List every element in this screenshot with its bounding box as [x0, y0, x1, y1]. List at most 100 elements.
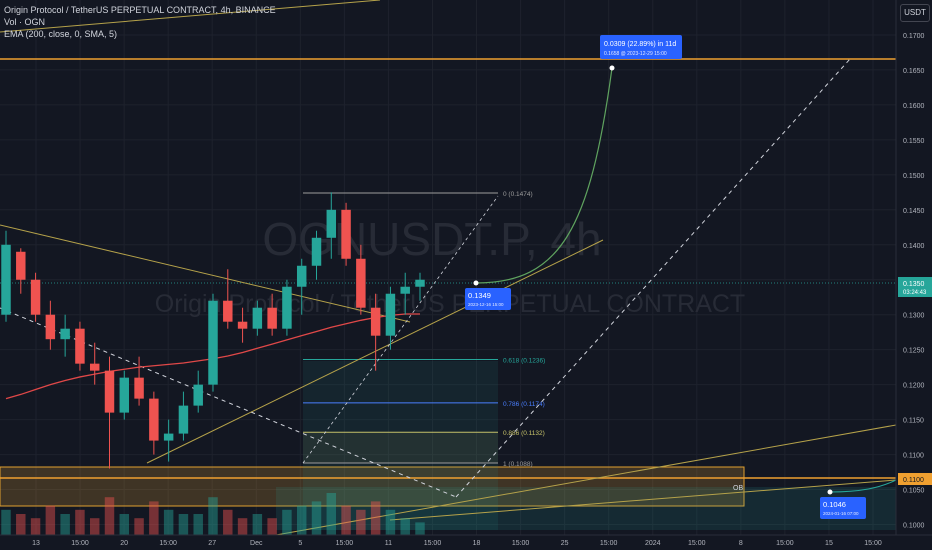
- candle-body: [282, 286, 292, 329]
- price-tick-label: 0.1200: [903, 383, 925, 390]
- candle-body: [296, 265, 307, 287]
- volume-bar: [415, 522, 425, 535]
- callout-target[interactable]: 0.0309 (22.89%) in 11d 0.1658 @ 2023-12-…: [600, 35, 682, 59]
- candle-body: [134, 377, 144, 399]
- candle-body: [252, 307, 263, 329]
- price-tick-label: 0.1650: [903, 68, 925, 75]
- projection-start-point[interactable]: [473, 280, 479, 286]
- time-tick-label: 13: [32, 540, 40, 547]
- fib-level-label: 0.786 (0.1174): [503, 401, 545, 408]
- price-tick-label: 0.1150: [903, 418, 924, 425]
- volume-bar: [400, 518, 410, 535]
- time-tick-label: 15:00: [71, 540, 89, 547]
- volume-bar: [134, 518, 144, 535]
- time-tick-label: 15:00: [864, 540, 882, 547]
- time-tick-label: 15: [825, 540, 833, 547]
- projection-target-point[interactable]: [609, 65, 615, 71]
- candle-body: [326, 209, 337, 238]
- volume-bar: [149, 501, 159, 535]
- lower-curve-line: [389, 479, 897, 521]
- volume-bar: [89, 518, 100, 535]
- price-tick-label: 0.1250: [903, 348, 925, 355]
- volume-bar: [356, 509, 366, 535]
- candle-body: [178, 405, 189, 434]
- volume-bar: [296, 505, 307, 535]
- fib-level-label: 1 (0.1088): [503, 461, 533, 468]
- time-axis[interactable]: 13 15:00 20 15:00 27 Dec 5 15:00 11 15:00 18 15:00 2…: [32, 540, 882, 547]
- volume-bar: [45, 505, 56, 535]
- candles: [1, 192, 425, 469]
- time-tick-label: 15:00: [159, 540, 177, 547]
- volume-bars: [1, 493, 425, 535]
- volume-bar: [385, 509, 396, 535]
- last-price-countdown: 03:24:43: [903, 290, 927, 296]
- price-tick-label: 0.1500: [903, 173, 925, 180]
- time-tick-label: 15:00: [600, 540, 618, 547]
- watermark-name: Origin Protocol / TetherUS PERPETUAL CON…: [155, 290, 745, 318]
- target-zone: [276, 487, 896, 530]
- price-tick-label: 0.1700: [903, 33, 925, 40]
- volume-bar: [119, 514, 130, 535]
- time-tick-label: 15:00: [688, 540, 706, 547]
- candle-body: [385, 293, 396, 336]
- volume-legend: Vol · OGN: [4, 17, 46, 27]
- time-tick-label: 8: [739, 540, 743, 547]
- fib-level-label: 0.886 (0.1132): [503, 430, 545, 437]
- long-term-trendline: [275, 424, 897, 536]
- fib-zone-lower: [303, 433, 498, 463]
- level-price-value: 0.1100: [903, 477, 924, 484]
- candle-body: [267, 307, 277, 329]
- volume-bar: [370, 501, 381, 535]
- currency-button[interactable]: USDT: [900, 4, 930, 22]
- order-block-label: OB: [733, 485, 743, 492]
- time-tick-label: Dec: [250, 540, 263, 547]
- candle-body: [163, 433, 174, 441]
- candle-body: [223, 300, 233, 322]
- lower-target-point[interactable]: [827, 489, 833, 495]
- candle-body: [311, 237, 322, 266]
- volume-bar: [267, 518, 277, 535]
- candle-body: [370, 307, 381, 336]
- candle-body: [119, 377, 130, 413]
- volume-bar: [30, 518, 41, 535]
- volume-bar: [193, 514, 203, 535]
- callout-lower-price: 0.1046: [823, 500, 846, 509]
- candle-body: [16, 251, 26, 280]
- volume-bar: [326, 493, 337, 535]
- volume-bar: [178, 514, 189, 535]
- upper-channel-line: [0, 0, 381, 33]
- price-tick-label: 0.1050: [903, 488, 925, 495]
- volume-bar: [282, 509, 292, 535]
- candle-body: [104, 370, 115, 413]
- candle-body: [75, 328, 85, 364]
- price-tick-label: 0.1450: [903, 208, 925, 215]
- time-tick-label: 15:00: [336, 540, 354, 547]
- callout-entry[interactable]: 0.1349 2023-12-16 15:00: [465, 288, 511, 310]
- target-curve: [829, 479, 897, 493]
- price-tick-label: 0.1100: [903, 453, 924, 460]
- candle-body: [356, 258, 366, 308]
- callout-target-gain: 0.0309 (22.89%) in 11d: [604, 41, 676, 48]
- callout-lower[interactable]: 0.1046 2024-01-16 07:00: [820, 497, 866, 519]
- volume-bar: [341, 505, 351, 535]
- candle-body: [45, 314, 56, 340]
- fib-level-label: 0.618 (0.1236): [503, 357, 545, 364]
- price-tick-label: 0.1600: [903, 103, 925, 110]
- price-tick-label: 0.1000: [903, 523, 925, 530]
- fibonacci-levels: 0 (0.1474) 0.618 (0.1236) 0.786 (0.1174) 0.…: [303, 191, 545, 468]
- candle-body: [341, 209, 351, 259]
- time-tick-label: 27: [208, 540, 216, 547]
- callout-entry-price: 0.1349: [468, 291, 491, 300]
- time-tick-label: 15:00: [424, 540, 442, 547]
- candle-body: [89, 363, 100, 371]
- symbol-title: Origin Protocol / TetherUS PERPETUAL CON…: [4, 5, 276, 15]
- volume-bar: [16, 514, 26, 535]
- candle-body: [415, 279, 425, 287]
- volume-bar: [252, 514, 263, 535]
- volume-bar: [60, 514, 70, 535]
- time-tick-label: 15:00: [512, 540, 530, 547]
- ascending-trendline: [146, 239, 604, 464]
- callout-entry-date: 2023-12-16 15:00: [468, 302, 504, 307]
- time-tick-label: 25: [561, 540, 569, 547]
